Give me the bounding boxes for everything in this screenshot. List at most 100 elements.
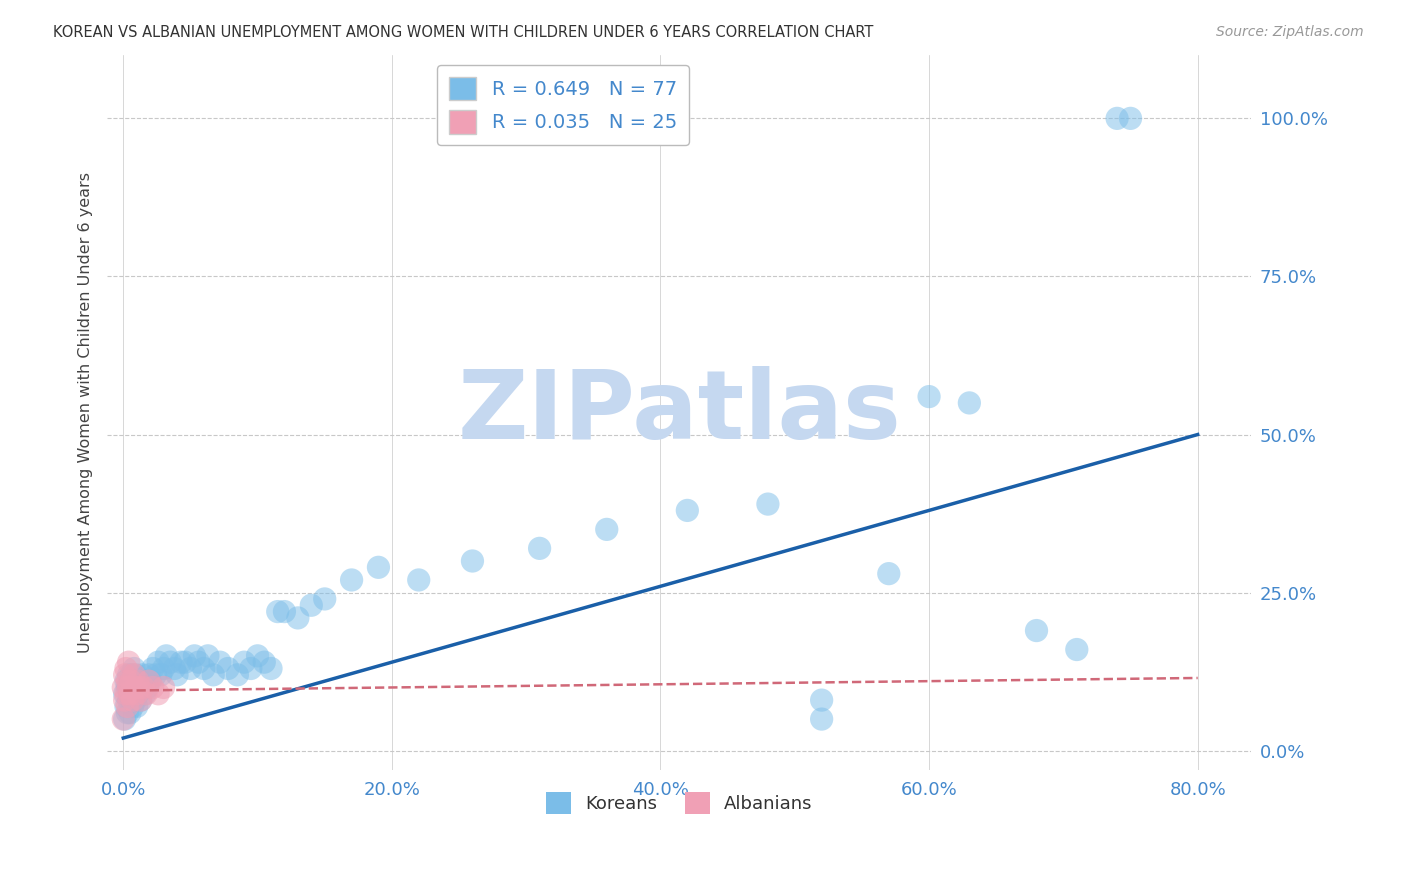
Point xyxy=(877,566,900,581)
Point xyxy=(127,674,149,689)
Point xyxy=(233,655,256,669)
Point xyxy=(115,674,138,689)
Point xyxy=(120,668,142,682)
Point xyxy=(810,693,832,707)
Point xyxy=(253,655,276,669)
Point xyxy=(1066,642,1088,657)
Point xyxy=(134,687,156,701)
Point xyxy=(159,655,181,669)
Point xyxy=(114,712,136,726)
Point xyxy=(121,699,143,714)
Point xyxy=(117,681,139,695)
Point xyxy=(117,655,139,669)
Point xyxy=(340,573,363,587)
Point xyxy=(112,712,135,726)
Point xyxy=(148,687,170,701)
Point xyxy=(121,674,143,689)
Point xyxy=(596,522,619,536)
Point xyxy=(115,661,138,675)
Point xyxy=(149,668,172,682)
Text: KOREAN VS ALBANIAN UNEMPLOYMENT AMONG WOMEN WITH CHILDREN UNDER 6 YEARS CORRELAT: KOREAN VS ALBANIAN UNEMPLOYMENT AMONG WO… xyxy=(53,25,873,40)
Point xyxy=(118,687,141,701)
Point xyxy=(132,681,155,695)
Point xyxy=(112,681,135,695)
Point xyxy=(260,661,283,675)
Point xyxy=(129,693,152,707)
Point xyxy=(138,674,160,689)
Point xyxy=(138,668,160,682)
Point xyxy=(125,699,148,714)
Point xyxy=(114,693,136,707)
Point xyxy=(918,390,941,404)
Y-axis label: Unemployment Among Women with Children Under 6 years: Unemployment Among Women with Children U… xyxy=(79,172,93,653)
Point xyxy=(117,668,139,682)
Point xyxy=(1107,112,1129,126)
Point xyxy=(124,681,146,695)
Point xyxy=(408,573,430,587)
Point xyxy=(810,712,832,726)
Point xyxy=(128,681,150,695)
Point xyxy=(122,687,145,701)
Point xyxy=(124,668,146,682)
Point xyxy=(1119,112,1142,126)
Point xyxy=(120,693,142,707)
Point xyxy=(142,681,165,695)
Point xyxy=(142,661,165,675)
Point xyxy=(131,668,153,682)
Point xyxy=(114,687,136,701)
Point xyxy=(127,687,149,701)
Point xyxy=(115,687,138,701)
Text: Source: ZipAtlas.com: Source: ZipAtlas.com xyxy=(1216,25,1364,39)
Point xyxy=(193,661,215,675)
Point xyxy=(124,693,146,707)
Point xyxy=(676,503,699,517)
Point xyxy=(957,396,980,410)
Point xyxy=(136,681,159,695)
Point xyxy=(163,661,186,675)
Point xyxy=(246,648,269,663)
Point xyxy=(152,661,174,675)
Point xyxy=(756,497,779,511)
Point xyxy=(208,655,231,669)
Point xyxy=(461,554,484,568)
Point xyxy=(155,648,177,663)
Point xyxy=(122,661,145,675)
Point xyxy=(166,668,188,682)
Point xyxy=(145,668,167,682)
Point xyxy=(239,661,262,675)
Point xyxy=(287,611,309,625)
Point xyxy=(1025,624,1047,638)
Point xyxy=(197,648,219,663)
Point xyxy=(121,693,143,707)
Point xyxy=(118,706,141,720)
Point xyxy=(115,699,138,714)
Point xyxy=(117,699,139,714)
Point xyxy=(299,599,322,613)
Point xyxy=(174,655,197,669)
Point xyxy=(117,706,139,720)
Point xyxy=(129,693,152,707)
Point xyxy=(267,605,290,619)
Point xyxy=(132,681,155,695)
Point xyxy=(273,605,295,619)
Point xyxy=(148,655,170,669)
Point xyxy=(122,668,145,682)
Point xyxy=(139,674,162,689)
Point xyxy=(125,687,148,701)
Point xyxy=(187,655,209,669)
Point xyxy=(135,687,157,701)
Point xyxy=(128,681,150,695)
Point xyxy=(117,693,139,707)
Point xyxy=(117,681,139,695)
Point xyxy=(117,674,139,689)
Point xyxy=(367,560,389,574)
Point xyxy=(120,674,142,689)
Point xyxy=(217,661,239,675)
Point xyxy=(202,668,225,682)
Point xyxy=(152,681,174,695)
Point xyxy=(179,661,201,675)
Point xyxy=(118,681,141,695)
Legend: Koreans, Albanians: Koreans, Albanians xyxy=(538,785,820,822)
Point xyxy=(114,668,136,682)
Point xyxy=(226,668,249,682)
